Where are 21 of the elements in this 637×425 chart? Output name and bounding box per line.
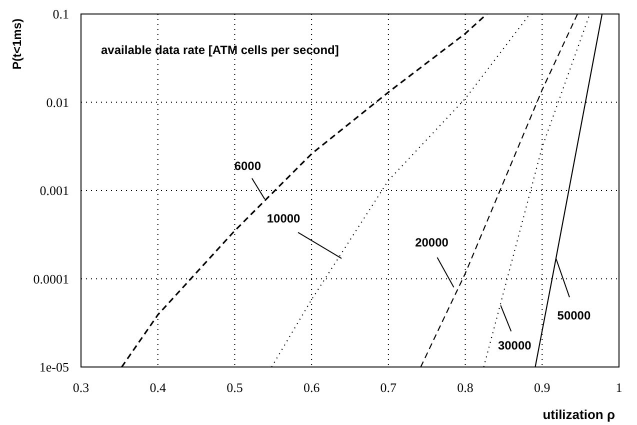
y-axis-title: P(t<1ms) <box>10 18 24 70</box>
x-tick-label: 0.4 <box>150 380 166 396</box>
x-tick-label: 0.7 <box>380 380 398 396</box>
x-tick-label: 0.8 <box>457 380 474 396</box>
annotation: 50000 <box>557 308 591 322</box>
y-tick-label: 0.0001 <box>33 271 69 286</box>
y-tick-label: 0.01 <box>46 94 69 110</box>
annotation: 30000 <box>498 338 532 352</box>
annotation: 6000 <box>234 159 262 174</box>
y-tick-label: 0.1 <box>52 6 69 22</box>
y-tick-label: 1e-05 <box>39 360 69 375</box>
annotation: 10000 <box>266 211 301 226</box>
x-tick-label: 0.3 <box>72 380 90 396</box>
y-tick-label: 0.001 <box>40 183 69 198</box>
x-tick-label: 0.5 <box>226 380 243 396</box>
annotation: available data rate [ATM cells per second] <box>101 43 339 57</box>
x-axis-title: utilization ρ <box>542 407 615 422</box>
x-tick-label: 0.6 <box>303 380 320 396</box>
x-tick-label: 0.9 <box>534 380 550 396</box>
x-tick-label: 1 <box>616 380 622 396</box>
annotation: 20000 <box>415 235 449 250</box>
